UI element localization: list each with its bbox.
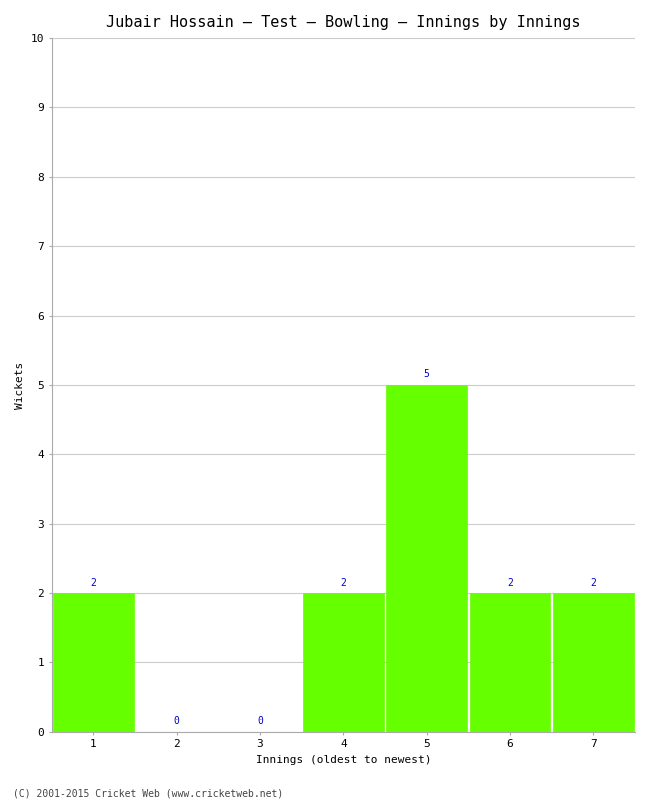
Text: 2: 2 [341, 578, 346, 587]
Bar [469, 593, 551, 732]
Text: 2: 2 [590, 578, 596, 587]
Bar [53, 593, 134, 732]
Text: (C) 2001-2015 Cricket Web (www.cricketweb.net): (C) 2001-2015 Cricket Web (www.cricketwe… [13, 788, 283, 798]
Text: 0: 0 [174, 716, 179, 726]
Text: 0: 0 [257, 716, 263, 726]
Text: 5: 5 [424, 370, 430, 379]
X-axis label: Innings (oldest to newest): Innings (oldest to newest) [255, 755, 431, 765]
Bar [553, 593, 634, 732]
Y-axis label: Wickets: Wickets [15, 362, 25, 409]
Text: 2: 2 [507, 578, 513, 587]
Bar [303, 593, 384, 732]
Text: 2: 2 [90, 578, 96, 587]
Bar [386, 385, 467, 732]
Title: Jubair Hossain – Test – Bowling – Innings by Innings: Jubair Hossain – Test – Bowling – Inning… [106, 15, 580, 30]
